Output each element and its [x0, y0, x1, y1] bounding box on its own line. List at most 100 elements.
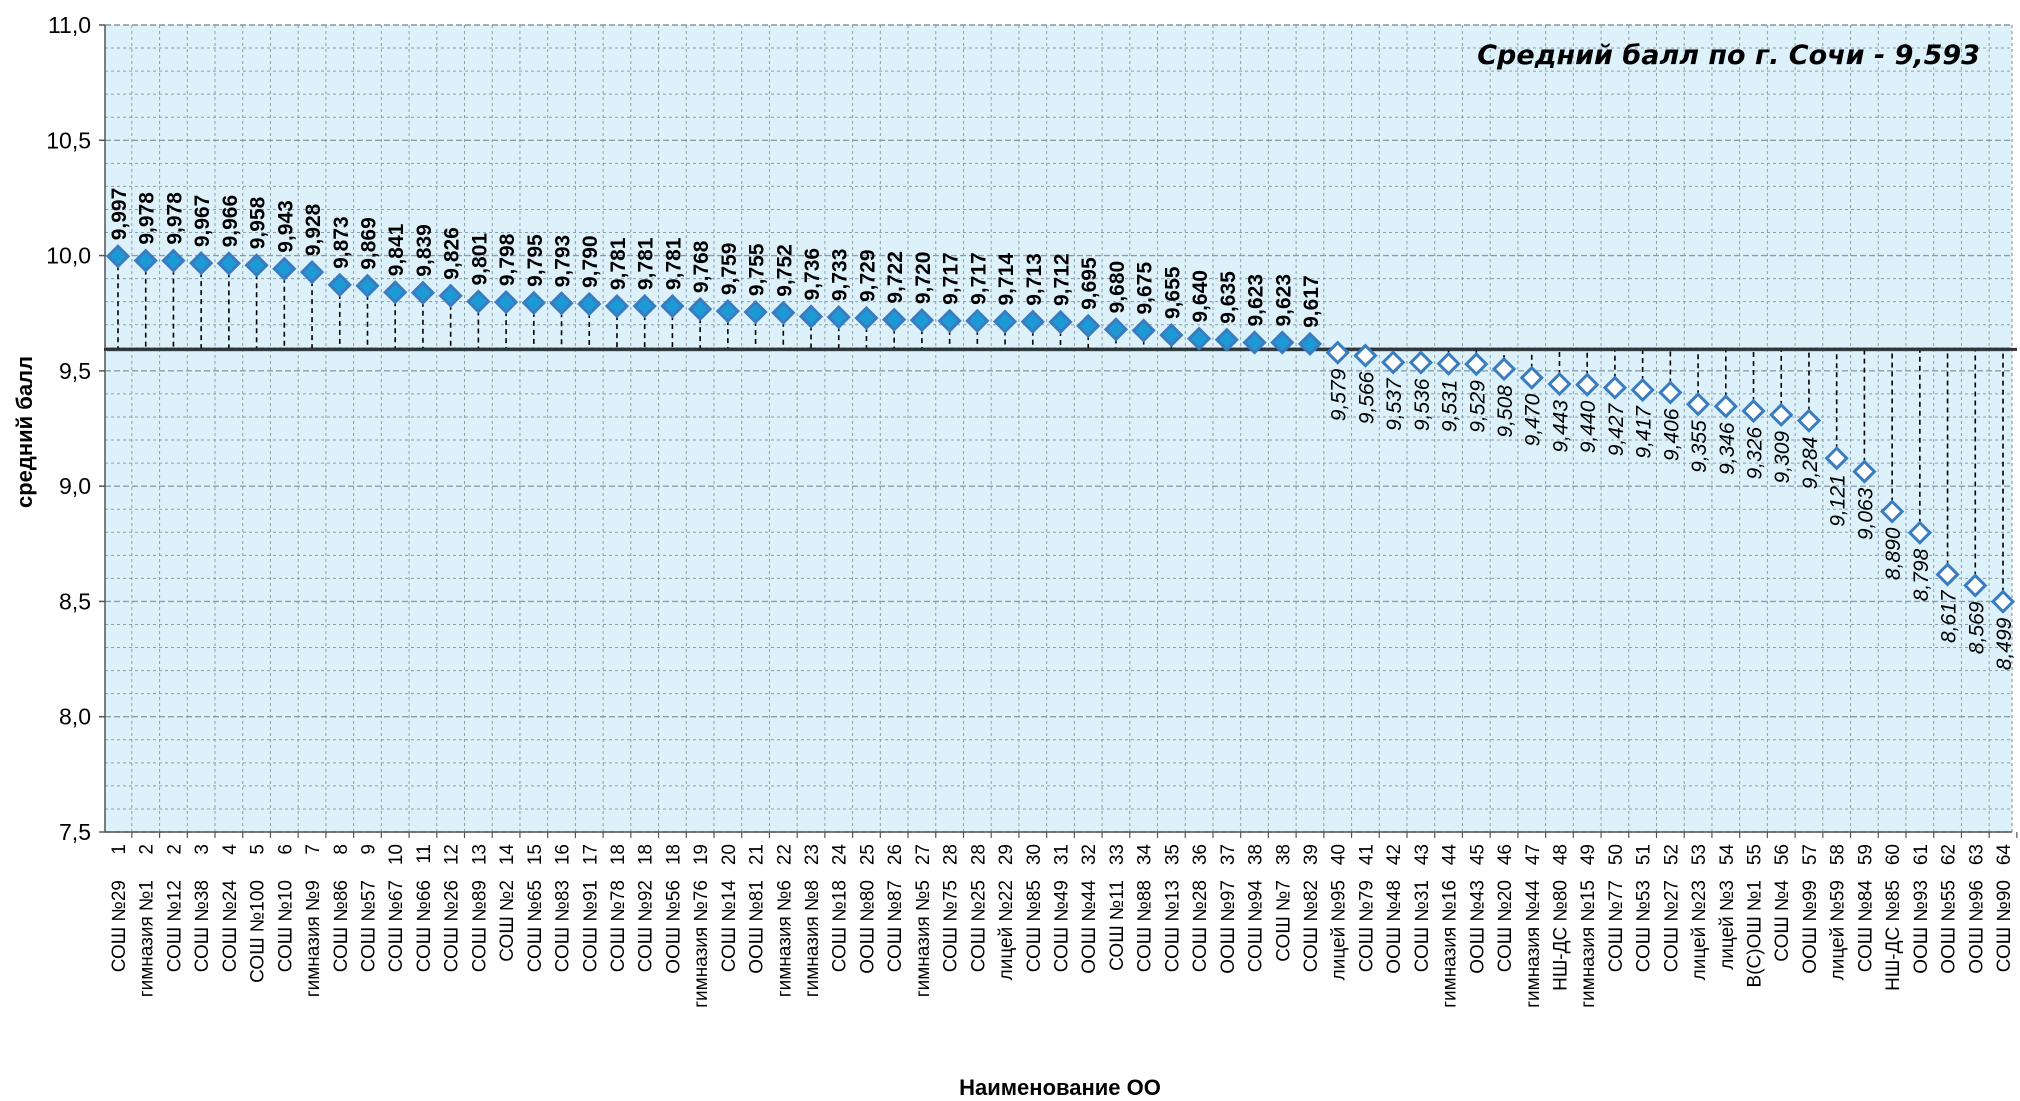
x-rank-label: 21: [747, 844, 768, 865]
y-tick-label: 8,5: [59, 588, 91, 614]
x-rank-label: 5: [248, 844, 269, 855]
data-label: 9,759: [718, 243, 741, 296]
x-rank-label: 24: [830, 844, 851, 866]
x-category-label: СОШ №10: [275, 880, 296, 972]
data-label: 9,309: [1771, 431, 1794, 484]
x-rank-label: 12: [442, 844, 463, 865]
x-category-label: СОШ №84: [1855, 880, 1876, 973]
data-label: 9,839: [413, 224, 436, 277]
x-rank-label: 26: [885, 844, 906, 865]
data-label: 9,928: [302, 203, 325, 256]
data-point: [1879, 499, 1905, 524]
data-point: [161, 248, 186, 273]
x-category-label: СОШ №67: [386, 880, 407, 972]
x-rank-label: 32: [1079, 844, 1100, 865]
data-point: [1020, 309, 1045, 334]
x-category-label: СОШ №82: [1301, 880, 1322, 972]
drop-lines: [104, 256, 2017, 602]
x-category-label: СОШ №14: [719, 880, 740, 973]
x-category-label: гимназия №8: [802, 880, 823, 997]
data-label: 9,443: [1549, 400, 1572, 453]
data-label: 9,346: [1716, 422, 1739, 475]
data-point: [1602, 375, 1628, 400]
data-label: 9,978: [136, 192, 159, 245]
data-label: 9,781: [635, 237, 658, 290]
x-category-label: СОШ №31: [1412, 880, 1433, 972]
x-category-label: СОШ №25: [968, 880, 989, 972]
plot-background: [105, 25, 2012, 832]
x-category-label: гимназия №16: [1440, 880, 1461, 1008]
data-point: [466, 289, 491, 314]
data-point: [1297, 331, 1323, 357]
x-category-label: СОШ №77: [1606, 880, 1627, 972]
data-point: [1186, 326, 1212, 351]
x-rank-label: 50: [1606, 844, 1627, 865]
data-label: 9,717: [940, 252, 963, 305]
x-category-label: гимназия №15: [1578, 880, 1599, 1008]
data-point: [1824, 446, 1849, 471]
data-point: [826, 305, 851, 330]
x-category-label: лицей №3: [1717, 880, 1738, 970]
data-label: 9,537: [1383, 377, 1406, 431]
x-rank-label: 64: [1994, 844, 2015, 866]
y-axis-title: средний балл: [12, 356, 37, 508]
data-label: 8,499: [1993, 617, 2016, 670]
data-point: [1658, 380, 1683, 405]
data-label: 9,967: [191, 195, 214, 248]
x-category-label: ООШ №93: [1911, 880, 1932, 974]
x-category-label: СОШ №66: [414, 880, 435, 972]
x-rank-label: 48: [1550, 844, 1571, 865]
x-rank-label: 43: [1412, 844, 1433, 865]
x-category-label: СОШ №91: [580, 880, 601, 972]
data-label: 9,680: [1106, 261, 1129, 314]
data-point: [1907, 520, 1932, 545]
data-point: [216, 251, 242, 276]
data-label: 9,675: [1134, 262, 1157, 315]
data-point: [299, 260, 325, 285]
data-point: [1159, 322, 1184, 348]
x-rank-label: 27: [913, 844, 934, 865]
x-rank-label: 54: [1717, 844, 1738, 866]
x-rank-label: 20: [719, 844, 740, 865]
data-point: [383, 280, 408, 305]
x-rank-label: 36: [1190, 844, 1211, 865]
data-label: 9,978: [163, 192, 186, 245]
data-point: [1630, 377, 1655, 403]
data-point: [549, 291, 574, 316]
x-category-label: СОШ №85: [1024, 880, 1045, 972]
data-point: [1214, 327, 1239, 352]
data-point: [1353, 343, 1378, 368]
x-category-label: СОШ №87: [885, 880, 906, 972]
x-category-label: СОШ №92: [636, 880, 657, 972]
x-category-label: СОШ №90: [1994, 880, 2015, 972]
x-rank-label: 17: [580, 844, 601, 865]
data-point: [1575, 372, 1600, 397]
data-point: [882, 307, 907, 332]
x-rank-label: 1: [109, 844, 130, 855]
data-point: [133, 248, 158, 273]
x-category-label: лицей №22: [996, 880, 1017, 980]
data-label: 9,655: [1161, 266, 1184, 319]
data-label: 9,733: [829, 249, 852, 302]
x-category-label: лицей №95: [1329, 880, 1350, 980]
x-rank-label: 42: [1384, 844, 1405, 865]
data-label: 9,508: [1494, 385, 1517, 438]
data-point: [1685, 392, 1711, 417]
x-rank-label: 30: [1024, 844, 1045, 865]
data-point: [1990, 589, 2016, 614]
average-annotation: Средний балл по г. Сочи - 9,593: [1477, 40, 1980, 71]
x-category-label: НШ-ДС №80: [1550, 880, 1571, 991]
data-point: [1242, 330, 1267, 355]
x-rank-label: 8: [331, 844, 352, 855]
data-point: [577, 291, 602, 317]
x-rank-label: 11: [414, 844, 435, 864]
data-label: 8,890: [1882, 527, 1905, 580]
x-rank-label: 29: [996, 844, 1017, 865]
data-point: [1935, 562, 1960, 587]
x-rank-label: 46: [1495, 844, 1516, 865]
data-label: 9,617: [1300, 275, 1323, 328]
x-category-label: СОШ №83: [553, 880, 574, 972]
x-category-label: ООШ №80: [857, 880, 878, 974]
data-label: 9,427: [1605, 402, 1628, 456]
